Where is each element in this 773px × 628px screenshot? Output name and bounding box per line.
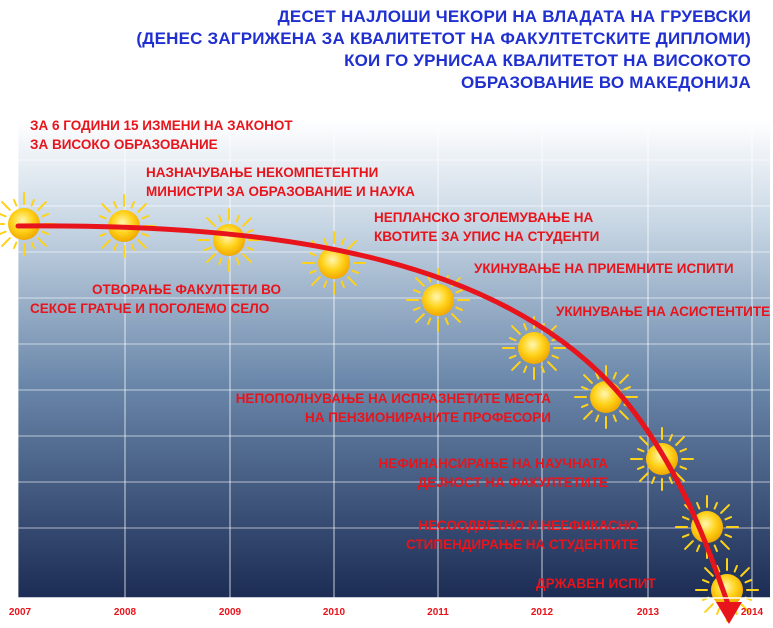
year-label: 2009 bbox=[218, 607, 242, 618]
sun-icon bbox=[197, 208, 261, 272]
decline-curve bbox=[15, 223, 731, 607]
title-line: ОБРАЗОВАНИЕ ВО МАКЕДОНИЈА bbox=[461, 73, 751, 92]
sun-icon bbox=[406, 268, 470, 332]
arrow-head bbox=[716, 602, 742, 624]
grid-lines bbox=[17, 130, 770, 598]
title-line: (ДЕНЕС ЗАГРИЖЕНА ЗА КВАЛИТЕТОТ НА ФАКУЛТ… bbox=[136, 29, 751, 48]
diagram-title: ДЕСЕТ НАЈЛОШИ ЧЕКОРИ НА ВЛАДАТА НА ГРУЕВ… bbox=[131, 6, 751, 94]
step-label: НЕПОПОЛНУВАЊЕ НА ИСПРАЗНЕТИТЕ МЕСТА НА П… bbox=[235, 391, 551, 425]
step-label: ЗА 6 ГОДИНИ 15 ИЗМЕНИ НА ЗАКОНОТ ЗА ВИСО… bbox=[30, 118, 293, 152]
step-label: НЕФИНАНСИРАЊЕ НА НАУЧНАТА ДЕЈНОСТ НА ФАК… bbox=[378, 456, 608, 490]
title-line: КОИ ГО УРНИСАА КВАЛИТЕТОТ НА ВИСОКОТО bbox=[344, 51, 751, 70]
sun-icon bbox=[502, 316, 566, 380]
chart-background bbox=[18, 120, 770, 598]
year-label: 2008 bbox=[113, 607, 137, 618]
year-label: 2013 bbox=[636, 607, 660, 618]
sun-icon bbox=[574, 365, 638, 429]
sun-icon bbox=[302, 231, 366, 295]
year-label: 2011 bbox=[427, 607, 449, 618]
step-label: НАЗНАЧУВАЊЕ НЕКОМПЕТЕНТНИ МИНИСТРИ ЗА ОБ… bbox=[146, 165, 415, 199]
step-label: НЕСООДВЕТНО И НЕЕФИКАСНО СТИПЕНДИРАЊЕ НА… bbox=[406, 518, 638, 552]
step-label: НЕПЛАНСКО ЗГОЛЕМУВАЊЕ НА КВОТИТЕ ЗА УПИС… bbox=[374, 210, 600, 244]
step-label: УКИНУВАЊЕ НА АСИСТЕНТИТЕ bbox=[556, 304, 771, 319]
step-label: УКИНУВАЊЕ НА ПРИЕМНИТЕ ИСПИТИ bbox=[474, 261, 734, 276]
step-label: ОТВОРАЊЕ ФАКУЛТЕТИ ВО СЕКОЕ ГРАТЧЕ И ПОГ… bbox=[30, 282, 282, 316]
year-label: 2014 bbox=[740, 607, 764, 618]
sun-icon bbox=[630, 427, 694, 491]
year-label: 2012 bbox=[530, 607, 554, 618]
step-label: ДРЖАВЕН ИСПИТ bbox=[536, 576, 656, 591]
title-line: ДЕСЕТ НАЈЛОШИ ЧЕКОРИ НА ВЛАДАТА НА ГРУЕВ… bbox=[277, 7, 751, 26]
year-label: 2010 bbox=[322, 607, 346, 618]
year-label: 2007 bbox=[8, 607, 32, 618]
